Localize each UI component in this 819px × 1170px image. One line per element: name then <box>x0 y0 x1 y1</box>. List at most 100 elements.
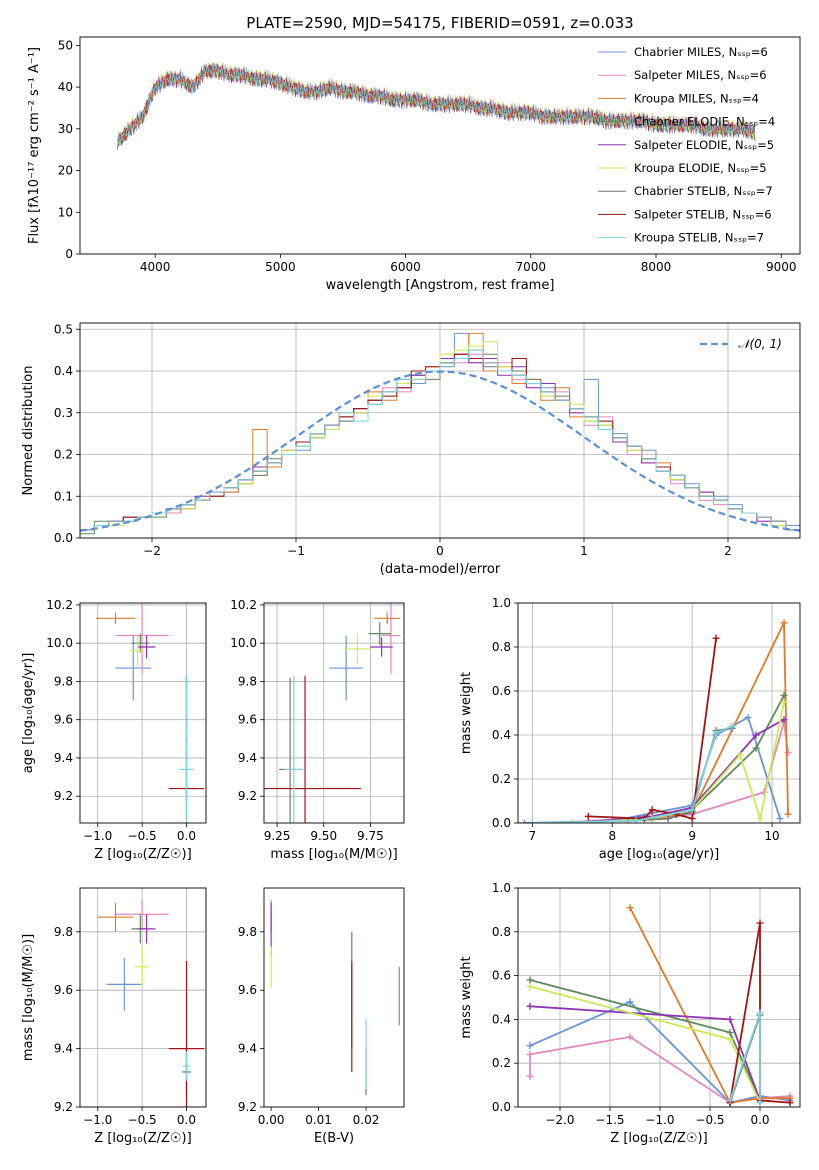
x-axis-label: mass [log₁₀(M/M☉)] <box>270 847 397 862</box>
weight-marker <box>786 1099 794 1107</box>
x-tick-label: 7 <box>529 829 537 843</box>
gaussian-curve <box>80 370 800 532</box>
x-tick-label: 10 <box>764 829 779 843</box>
plot-area <box>270 899 400 1096</box>
legend-label: 𝒩(0, 1) <box>738 337 782 351</box>
x-tick-label: 6000 <box>390 260 421 274</box>
weight-marker <box>756 1009 764 1017</box>
y-tick-label: 0.0 <box>54 531 73 545</box>
plot-area <box>80 888 206 1107</box>
weight-marker <box>756 919 764 927</box>
y-tick-label: 0.0 <box>492 1100 511 1114</box>
x-tick-label: 4000 <box>140 260 171 274</box>
x-axis-label: wavelength [Angstrom, rest frame] <box>326 278 555 293</box>
x-tick-label: 9000 <box>766 260 797 274</box>
legend-label: Chabrier ELODIE, Nₛₛₚ=4 <box>634 115 775 129</box>
y-tick-label: 0.5 <box>54 322 73 336</box>
weight-marker <box>526 1072 534 1080</box>
x-tick-label: 0.0 <box>750 1113 769 1127</box>
y-tick-label: 10.2 <box>46 598 73 612</box>
legend-label: Chabrier MILES, Nₛₛₚ=6 <box>634 45 768 59</box>
y-tick-label: 9.4 <box>238 751 257 765</box>
x-tick-label: −0.5 <box>128 829 157 843</box>
weight-line <box>629 907 790 1104</box>
weight-marker <box>726 1035 734 1043</box>
legend-label: Salpeter STELIB, Nₛₛₚ=6 <box>634 207 772 221</box>
panel-mass_vs_z: −1.0 −0.5 0.0 9.2 9.4 9.6 9.8 Z [log₁₀(Z/Z☉)] ma… <box>21 887 207 1146</box>
legend-label: Kroupa STELIB, Nₛₛₚ=7 <box>634 231 764 245</box>
y-tick-label: 9.2 <box>54 789 73 803</box>
plot-area <box>80 323 800 538</box>
y-tick-label: 40 <box>58 80 73 94</box>
y-tick-label: 9.8 <box>238 925 257 939</box>
x-tick-label: 9.25 <box>264 829 291 843</box>
x-tick-label: 8 <box>608 829 616 843</box>
weight-marker <box>712 634 720 642</box>
weight-marker <box>526 1002 534 1010</box>
weight-marker <box>756 815 764 823</box>
x-tick-label: 9.75 <box>357 829 384 843</box>
y-tick-label: 9.8 <box>238 674 257 688</box>
y-tick-label: 0 <box>65 247 73 261</box>
panel-age_vs_mass: 9.25 9.50 9.75 9.2 9.4 9.6 9.8 10.0 10.2 mass [lo… <box>230 598 405 862</box>
legend-label: Chabrier STELIB, Nₛₛₚ=7 <box>634 184 773 198</box>
x-axis-label: Z [log₁₀(Z/Z☉)] <box>94 1131 191 1146</box>
y-axis-label: age [log₁₀(age/yr)] <box>21 653 36 774</box>
x-axis-label: Z [log₁₀(Z/Z☉)] <box>94 847 191 862</box>
y-tick-label: 9.6 <box>238 713 257 727</box>
x-tick-label: 0.0 <box>177 1113 196 1127</box>
weight-marker <box>664 815 672 823</box>
x-tick-label: 0.02 <box>353 1113 380 1127</box>
legend-label: Kroupa MILES, Nₛₛₚ=4 <box>634 91 759 105</box>
y-tick-label: 9.4 <box>54 751 73 765</box>
x-axis-label: (data-model)/error <box>380 562 501 577</box>
x-tick-label: −1.0 <box>83 829 112 843</box>
y-tick-label: 10.0 <box>230 636 257 650</box>
x-tick-label: 0 <box>436 544 444 558</box>
x-tick-label: 8000 <box>641 260 672 274</box>
panel-mass_weight_vs_age: 7 8 9 10 0.0 0.2 0.4 0.6 0.8 1.0 age [log₁₀(age/yr… <box>459 596 801 862</box>
legend-label: Salpeter MILES, Nₛₛₚ=6 <box>634 68 767 82</box>
weight-marker <box>780 716 788 724</box>
y-tick-label: 0.2 <box>492 772 511 786</box>
panel-spectrum: 4000 5000 6000 7000 8000 9000 0 10 20 30 40 50 wavel… <box>27 14 801 293</box>
x-axis-label: age [log₁₀(age/yr)] <box>599 847 720 862</box>
weight-marker <box>784 749 792 757</box>
plot-area <box>264 603 404 823</box>
x-tick-label: 7000 <box>516 260 547 274</box>
y-tick-label: 9.6 <box>238 983 257 997</box>
axes-frame <box>79 36 801 255</box>
x-tick-label: −1.0 <box>83 1113 112 1127</box>
x-tick-label: −2.0 <box>545 1113 574 1127</box>
weight-marker <box>780 698 788 706</box>
y-tick-label: 0.8 <box>492 640 511 654</box>
y-tick-label: 0.1 <box>54 489 73 503</box>
y-axis-label: mass weight <box>459 672 474 754</box>
weight-marker <box>780 619 788 627</box>
y-tick-label: 1.0 <box>492 596 511 610</box>
x-tick-label: −1.0 <box>645 1113 674 1127</box>
y-tick-label: 0.0 <box>492 816 511 830</box>
x-axis-label: E(B-V) <box>314 1131 354 1146</box>
x-tick-label: −1 <box>287 544 305 558</box>
y-tick-label: 0.8 <box>492 925 511 939</box>
y-tick-label: 9.2 <box>238 1100 257 1114</box>
y-tick-label: 0.2 <box>54 448 73 462</box>
weight-line <box>572 701 785 823</box>
y-tick-label: 10.2 <box>230 598 257 612</box>
weight-marker <box>752 731 760 739</box>
x-tick-label: −2 <box>143 544 161 558</box>
plot-area <box>80 603 206 823</box>
weight-marker <box>688 815 696 823</box>
axes-frame <box>79 887 207 1108</box>
panel-mass_weight_vs_z: −2.0 −1.5 −1.0 −0.5 0.0 0.0 0.2 0.4 0.6 0.8 1.0 Z [… <box>459 881 801 1146</box>
y-tick-label: 20 <box>58 164 73 178</box>
y-tick-label: 50 <box>58 38 73 52</box>
weight-marker <box>526 983 534 991</box>
y-tick-label: 9.8 <box>54 925 73 939</box>
weight-marker <box>520 819 528 823</box>
x-tick-label: −0.5 <box>128 1113 157 1127</box>
x-tick-label: 9 <box>688 829 696 843</box>
x-tick-label: −1.5 <box>595 1113 624 1127</box>
y-tick-label: 10.0 <box>46 636 73 650</box>
